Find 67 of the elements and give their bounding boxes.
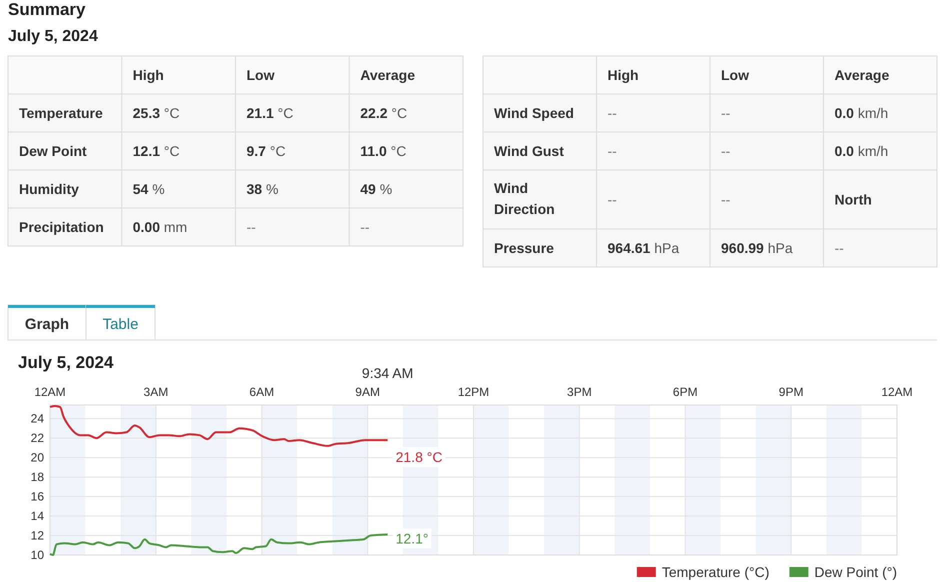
text: Summary: [8, 0, 86, 19]
category-label: Wind Gust: [494, 143, 564, 159]
text: 9.7 °C: [246, 143, 286, 159]
text: --: [246, 219, 256, 235]
category-label: High: [132, 67, 164, 83]
category-label: Humidity: [19, 181, 79, 197]
text: --: [608, 192, 617, 208]
chart-title: July 5, 2024: [18, 353, 114, 372]
y-tick-label: 14: [30, 508, 44, 523]
text: 0.00 mm: [132, 219, 188, 235]
text: --: [721, 192, 730, 208]
text: 960.99 hPa: [721, 240, 793, 256]
x-tick-label: 12AM: [881, 385, 913, 399]
text: Graph: [24, 316, 70, 333]
x-tick-label: 12PM: [458, 385, 490, 399]
text: 21.1 °C: [246, 105, 294, 121]
text: --: [834, 240, 844, 256]
text: 0.0 km/h: [834, 143, 888, 159]
text: --: [608, 105, 617, 121]
x-tick-label: 6PM: [672, 385, 698, 399]
x-tick-label: 3AM: [144, 385, 168, 399]
category-label: Average: [834, 67, 890, 83]
x-tick-label: 6AM: [249, 385, 274, 399]
y-tick-label: 18: [30, 470, 44, 484]
text: Table: [102, 316, 138, 333]
category-label: Wind Speed: [494, 105, 574, 121]
line-series: [49, 534, 389, 556]
y-tick-label: 12: [30, 528, 44, 542]
text: --: [721, 105, 730, 121]
text: 12.1 °C: [132, 143, 180, 159]
text: July 5, 2024: [8, 28, 98, 45]
text: --: [360, 219, 370, 235]
y-tick-label: 24: [30, 411, 44, 426]
text: 22.2 °C: [360, 105, 408, 121]
x-tick-label: 12AM: [34, 385, 66, 399]
category-label: Low: [246, 67, 275, 83]
x-tick-label: 9AM: [355, 385, 380, 399]
category-label: Pressure: [494, 240, 554, 256]
y-tick-label: 16: [30, 489, 44, 504]
text: 38 %: [246, 181, 278, 197]
legend-label: Dew Point (°): [814, 564, 897, 580]
annotation: 12.1°: [396, 530, 428, 547]
category-label: Low: [721, 67, 750, 83]
text: North: [834, 192, 872, 208]
y-tick-label: 22: [30, 430, 44, 445]
text: --: [721, 143, 730, 159]
text: 49 %: [360, 181, 392, 197]
text: 9:34 AM: [362, 365, 414, 381]
line-series: [49, 404, 389, 447]
text: 54 %: [132, 181, 165, 197]
category-label: Wind Direction: [494, 180, 555, 217]
y-tick-label: 20: [30, 450, 44, 464]
text: --: [608, 143, 617, 159]
x-tick-label: 9PM: [778, 385, 804, 399]
category-label: Temperature: [19, 105, 103, 121]
y-tick-label: 10: [30, 548, 44, 562]
category-label: Precipitation: [19, 219, 104, 235]
annotation: 21.8 °C: [396, 449, 442, 466]
text: 25.3 °C: [132, 105, 180, 121]
text: 0.0 km/h: [834, 105, 888, 121]
legend-label: Temperature (°C): [662, 564, 770, 580]
text: 11.0 °C: [360, 143, 406, 159]
x-tick-label: 3PM: [567, 385, 592, 399]
category-label: Average: [360, 67, 416, 83]
category-label: Dew Point: [19, 143, 87, 159]
category-label: High: [608, 67, 639, 83]
text: 964.61 hPa: [608, 240, 680, 256]
